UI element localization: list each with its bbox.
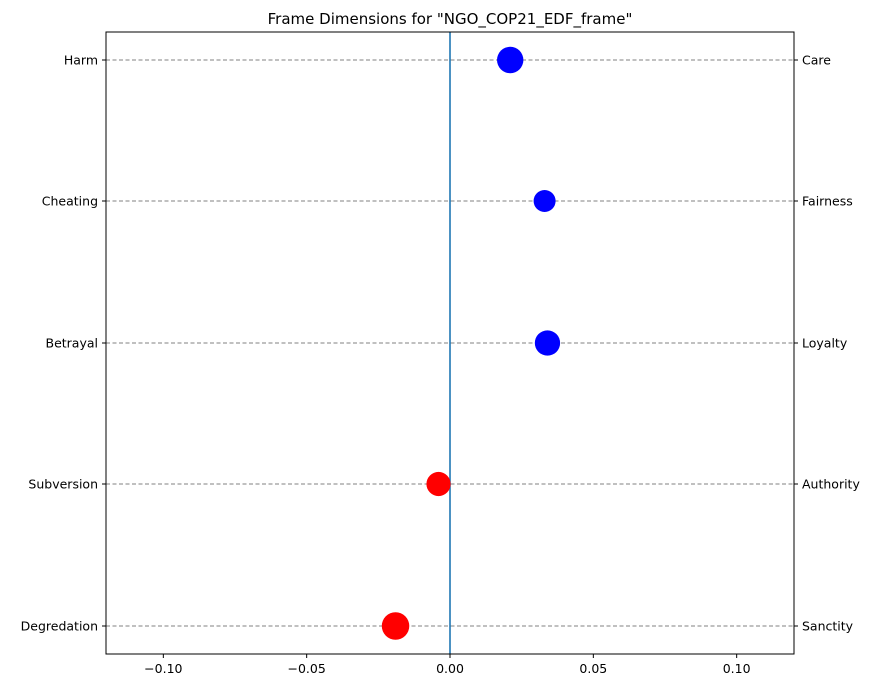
left-label-2: Betrayal	[46, 336, 99, 351]
point-sanctity	[381, 612, 410, 640]
right-label-0: Care	[802, 53, 831, 68]
x-tick-label-2: 0.00	[436, 661, 464, 676]
chart-title: Frame Dimensions for "NGO_COP21_EDF_fram…	[268, 10, 633, 29]
left-label-3: Subversion	[28, 477, 98, 492]
left-label-4: Degredation	[21, 619, 98, 634]
right-axis-labels: Care Fairness Loyalty Authority Sanctity	[794, 53, 860, 634]
left-label-0: Harm	[64, 53, 98, 68]
right-label-2: Loyalty	[802, 336, 848, 351]
x-tick-label-4: 0.10	[723, 661, 751, 676]
x-tick-label-1: −0.05	[288, 661, 326, 676]
x-tick-label-0: −0.10	[144, 661, 182, 676]
right-label-4: Sanctity	[802, 619, 854, 634]
point-care	[497, 46, 524, 74]
point-authority	[426, 471, 451, 497]
point-loyalty	[534, 330, 561, 356]
points-layer	[381, 46, 561, 640]
grid-layer	[106, 59, 794, 627]
right-label-1: Fairness	[802, 194, 853, 209]
x-tick-label-3: 0.05	[579, 661, 607, 676]
x-axis-ticks: −0.10 −0.05 0.00 0.05 0.10	[144, 654, 751, 676]
point-fairness	[533, 190, 556, 212]
left-label-1: Cheating	[42, 194, 98, 209]
right-label-3: Authority	[802, 477, 860, 492]
left-axis-labels: Harm Cheating Betrayal Subversion Degredatio…	[21, 53, 106, 634]
